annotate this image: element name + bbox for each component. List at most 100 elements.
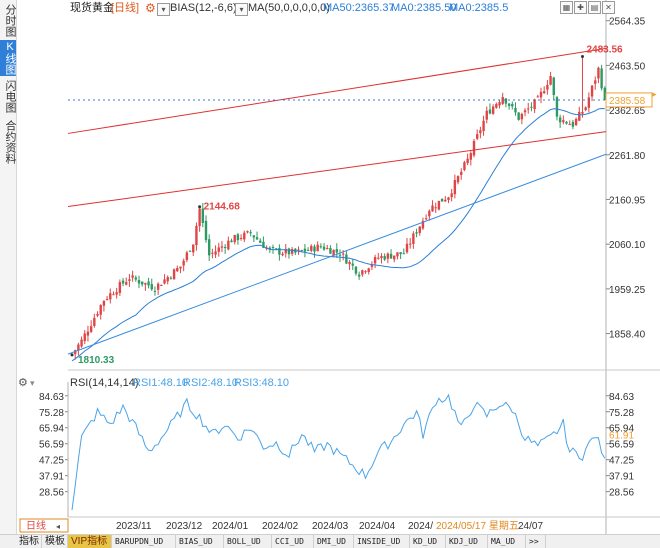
- time-axis-label: 2024/01: [212, 521, 249, 532]
- rsi-tick-label-left: 75.28: [39, 408, 64, 419]
- time-axis-label: 2023/12: [166, 521, 203, 532]
- zoom-icon[interactable]: ✚: [574, 1, 587, 14]
- indicator-tab[interactable]: KD_UD: [410, 535, 446, 548]
- price-tick-label: 1858.40: [609, 330, 646, 341]
- candle-body: [600, 68, 603, 89]
- rsi-settings-icon[interactable]: ⚙: [18, 377, 28, 389]
- candle-body: [469, 153, 473, 160]
- candle-body: [255, 237, 259, 240]
- candle-body: [507, 103, 511, 107]
- candle-body: [329, 248, 332, 254]
- candle-body: [137, 280, 141, 284]
- price-tick-label: 1959.25: [609, 285, 646, 296]
- annotation-mid-high-label: 2144.68: [204, 202, 241, 213]
- indicator-tab[interactable]: >>: [526, 535, 546, 548]
- layout-icon[interactable]: ▦: [560, 1, 573, 14]
- candle-body: [201, 208, 205, 223]
- grid-icon[interactable]: ▤: [588, 1, 601, 14]
- candle-body: [354, 266, 358, 274]
- candle-body: [539, 91, 543, 98]
- candle-body: [338, 254, 342, 256]
- indicator-tab[interactable]: MA_UD: [488, 535, 526, 548]
- period-label[interactable]: [日线]: [111, 2, 140, 14]
- candle-body: [351, 263, 354, 266]
- price-tick-label: 2060.10: [609, 240, 646, 251]
- candle-body: [348, 262, 351, 265]
- indicator-tab[interactable]: BOLL_UD: [224, 535, 272, 548]
- candle-body: [172, 269, 176, 280]
- candle-body: [77, 344, 80, 351]
- candle-body: [440, 198, 444, 202]
- candle-body: [290, 249, 294, 254]
- time-axis-label: 2024/: [408, 521, 433, 532]
- sidebar-tab-1[interactable]: K线图: [0, 40, 16, 76]
- candle-body: [313, 246, 316, 252]
- time-axis-label: 2024/03: [312, 521, 349, 532]
- candle-body: [252, 235, 256, 238]
- candle-body: [437, 200, 441, 210]
- annotation-low-marker: [70, 353, 74, 357]
- candle-body: [303, 248, 307, 252]
- candle-body: [169, 277, 173, 279]
- indicator-tab[interactable]: KDJ_UD: [446, 535, 488, 548]
- settings-icon[interactable]: ⚙: [145, 1, 156, 15]
- indicator-tab[interactable]: DMI_UD: [314, 535, 354, 548]
- sidebar-tab-3[interactable]: 合约资料: [4, 120, 16, 164]
- trend-line: [67, 153, 607, 355]
- candle-body: [482, 120, 485, 132]
- candle-body: [204, 220, 208, 241]
- time-axis-label: 2024/05/17 星期五: [436, 520, 519, 532]
- time-axis-label: 2024/04: [359, 521, 396, 532]
- candle-body: [287, 248, 291, 255]
- indicator-toggle-icon[interactable]: ▾: [235, 3, 248, 16]
- candle-body: [262, 241, 265, 248]
- ma50-value: MA50:2365.37: [323, 2, 395, 14]
- candle-body: [220, 246, 224, 248]
- indicator-tab[interactable]: 指标: [16, 535, 42, 548]
- candle-body: [555, 97, 559, 117]
- candle-body: [530, 106, 533, 108]
- candle-body: [428, 210, 431, 217]
- candle-body: [453, 180, 457, 195]
- candle-body: [488, 109, 492, 114]
- annotation-mid-high-marker: [198, 205, 202, 209]
- candle-body: [520, 113, 524, 120]
- sidebar-tab-2[interactable]: 闪电图: [4, 79, 16, 113]
- collapse-icon[interactable]: ▾: [157, 3, 170, 16]
- candle-body: [153, 290, 157, 292]
- candle-body: [501, 97, 504, 104]
- price-tick-label: 2160.95: [609, 195, 646, 206]
- indicator-tab[interactable]: INSIDE_UD: [354, 535, 410, 548]
- candle-body: [357, 274, 361, 277]
- close-icon[interactable]: ✕: [602, 1, 615, 14]
- candle-body: [447, 197, 450, 200]
- candle-body: [367, 268, 370, 272]
- candle-body: [584, 107, 587, 111]
- rsi-collapse-icon[interactable]: ▾: [30, 378, 35, 388]
- indicator-tab[interactable]: BIAS_UD: [176, 535, 224, 548]
- candle-body: [396, 252, 399, 257]
- candle-body: [377, 257, 380, 259]
- rsi-tick-label-left: 47.25: [39, 456, 64, 467]
- candle-body: [118, 282, 122, 293]
- candle-body: [574, 118, 578, 126]
- candle-body: [332, 249, 335, 256]
- channel-upper-line: [67, 47, 607, 134]
- candle-body: [83, 333, 86, 342]
- candle-body: [562, 120, 565, 123]
- rsi-tick-label-left: 65.94: [39, 424, 64, 435]
- sidebar-tab-0[interactable]: 分时图: [4, 3, 16, 37]
- candle-body: [198, 208, 201, 227]
- candle-body: [408, 243, 412, 245]
- indicator-tab[interactable]: CCI_UD: [272, 535, 314, 548]
- rsi-label: RSI(14,14,14): [70, 377, 139, 389]
- indicator-tab[interactable]: VIP指标: [68, 535, 112, 548]
- candle-body: [431, 205, 434, 212]
- candle-body: [243, 232, 246, 240]
- indicator-tab[interactable]: BARUPDN_UD: [112, 535, 176, 548]
- candle-body: [581, 111, 584, 114]
- rsi-tick-label-left: 37.91: [39, 472, 64, 483]
- indicator-tab[interactable]: 模板: [42, 535, 68, 548]
- price-tick-label: 2564.35: [609, 17, 646, 28]
